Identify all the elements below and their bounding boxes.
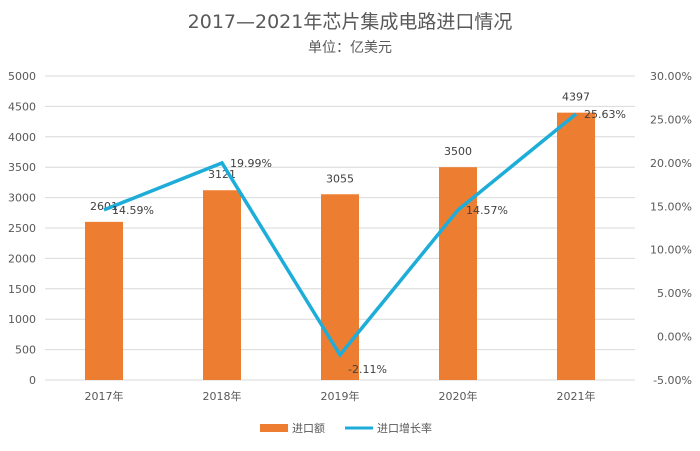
bar — [203, 190, 241, 380]
line-data-label: 14.57% — [466, 204, 508, 217]
bar — [85, 221, 123, 380]
x-tick-label: 2021年 — [557, 389, 596, 403]
bar-data-label: 2601 — [90, 200, 118, 213]
x-tick-label: 2017年 — [85, 389, 124, 403]
left-tick-label: 1000 — [8, 313, 36, 326]
line-data-label: 19.99% — [230, 157, 272, 170]
x-tick-label: 2019年 — [321, 389, 360, 403]
x-tick-label: 2020年 — [439, 389, 478, 403]
legend-swatch-bar — [260, 424, 288, 432]
line-data-label: -2.11% — [348, 363, 387, 376]
left-tick-label: 4000 — [8, 131, 36, 144]
bar-data-label: 4397 — [562, 91, 590, 104]
legend-label-bar: 进口额 — [292, 422, 325, 435]
legend-label-line: 进口增长率 — [377, 421, 432, 435]
left-tick-label: 5000 — [8, 70, 36, 83]
left-tick-label: 4500 — [8, 100, 36, 113]
right-tick-label: 25.00% — [650, 113, 692, 126]
left-tick-label: 3500 — [8, 161, 36, 174]
bar — [557, 112, 595, 380]
right-tick-label: 10.00% — [650, 244, 692, 257]
left-tick-label: 1500 — [8, 283, 36, 296]
bar-data-label: 3055 — [326, 172, 354, 185]
right-tick-label: 30.00% — [650, 70, 692, 83]
chart-title: 2017—2021年芯片集成电路进口情况 — [188, 11, 513, 33]
bar — [321, 194, 359, 380]
left-tick-label: 500 — [15, 344, 36, 357]
right-tick-label: 0.00% — [657, 331, 692, 344]
right-tick-label: 15.00% — [650, 200, 692, 213]
left-tick-label: 3000 — [8, 192, 36, 205]
right-tick-label: -5.00% — [653, 374, 692, 387]
left-tick-label: 2000 — [8, 252, 36, 265]
line-data-label: 14.59% — [112, 204, 154, 217]
bar-data-label: 3500 — [444, 145, 472, 158]
left-tick-label: 0 — [29, 374, 36, 387]
right-tick-label: 5.00% — [657, 287, 692, 300]
x-tick-label: 2018年 — [203, 389, 242, 403]
chart-subtitle: 单位：亿美元 — [308, 40, 392, 56]
line-data-label: 25.63% — [584, 108, 626, 121]
right-tick-label: 20.00% — [650, 157, 692, 170]
left-tick-label: 2500 — [8, 222, 36, 235]
bar — [439, 167, 477, 380]
